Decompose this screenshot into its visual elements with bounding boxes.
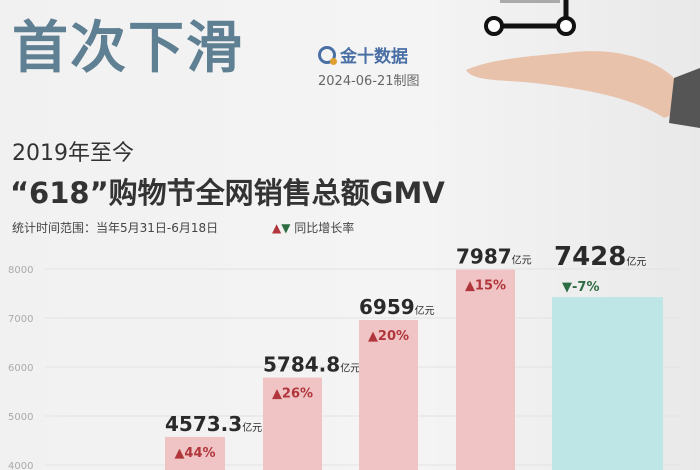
- bar: [359, 320, 418, 470]
- brand-icon: [318, 45, 337, 65]
- y-tick-label: 4000: [8, 461, 33, 470]
- subtitle: 2019年至今: [12, 141, 134, 166]
- date-range-note: 统计时间范围：当年5月31日-6月18日: [12, 221, 219, 235]
- legend-up-icon: ▲: [272, 221, 282, 235]
- growth-label: ▼-7%: [562, 280, 599, 295]
- value-label: 4573.3亿元: [165, 412, 262, 436]
- bar: [456, 269, 515, 470]
- value-label: 5784.8亿元: [263, 353, 360, 377]
- value-label: 7987亿元: [456, 245, 532, 269]
- value-label: 7428亿元: [554, 242, 646, 272]
- legend-down-icon: ▼: [281, 221, 291, 235]
- headline: 首次下滑: [12, 15, 244, 81]
- brand-name: 金十数据: [340, 47, 408, 67]
- y-tick-label: 8000: [8, 265, 33, 276]
- chart-title: “618”购物节全网销售总额GMV: [10, 176, 445, 210]
- growth-label: ▲15%: [465, 279, 506, 294]
- chart-date: 2024-06-21制图: [318, 74, 420, 89]
- growth-label: ▲44%: [174, 446, 215, 461]
- y-tick-label: 7000: [8, 314, 33, 325]
- y-tick-label: 5000: [8, 412, 33, 423]
- bar: [552, 297, 663, 470]
- bar: [263, 377, 322, 470]
- value-label: 6959亿元: [359, 295, 435, 319]
- brand-logo: 金十数据: [318, 42, 408, 67]
- hand-illustration: [466, 51, 700, 128]
- y-tick-label: 6000: [8, 363, 33, 374]
- legend-label: 同比增长率: [294, 221, 355, 235]
- legend: ▲▼ 同比增长率: [272, 219, 354, 236]
- bar: [165, 436, 225, 470]
- growth-label: ▲26%: [272, 387, 313, 402]
- shopping-cart-icon: [484, 0, 576, 36]
- growth-label: ▲20%: [368, 329, 409, 344]
- bar-chart: 4000 5000 6000 7000 8000 4573.3亿元 ▲44% 5784.8亿元…: [8, 242, 680, 470]
